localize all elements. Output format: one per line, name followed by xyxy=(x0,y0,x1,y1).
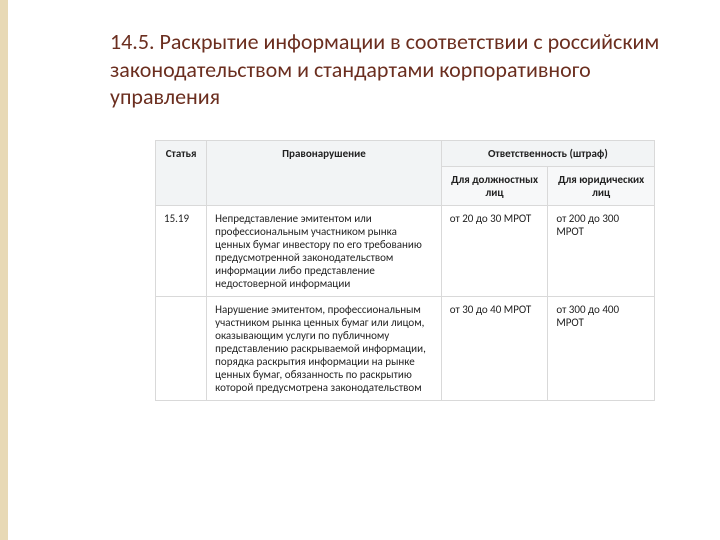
cell-officials: от 30 до 40 МРОТ xyxy=(441,297,548,401)
table-header-row-1: Статья Правонарушение Ответственность (ш… xyxy=(156,141,655,167)
slide-title: 14.5. Раскрытие информации в соответстви… xyxy=(110,28,670,111)
col-article-header: Статья xyxy=(156,141,207,206)
violations-table: Статья Правонарушение Ответственность (ш… xyxy=(155,140,655,401)
col-officials-header: Для должностных лиц xyxy=(441,167,548,206)
col-responsibility-header: Ответственность (штраф) xyxy=(441,141,654,167)
cell-article xyxy=(156,297,207,401)
cell-violation: Непредставление эмитентом или профессион… xyxy=(207,206,442,297)
col-legal-header: Для юридических лиц xyxy=(548,167,655,206)
accent-bar xyxy=(0,0,8,540)
cell-officials: от 20 до 30 МРОТ xyxy=(441,206,548,297)
col-violation-header: Правонарушение xyxy=(207,141,442,206)
cell-legal: от 300 до 400 МРОТ xyxy=(548,297,655,401)
cell-violation: Нарушение эмитентом, профессиональным уч… xyxy=(207,297,442,401)
table-row: 15.19 Непредставление эмитентом или проф… xyxy=(156,206,655,297)
cell-legal: от 200 до 300 МРОТ xyxy=(548,206,655,297)
table-container: Статья Правонарушение Ответственность (ш… xyxy=(155,140,655,401)
cell-article: 15.19 xyxy=(156,206,207,297)
table-body: 15.19 Непредставление эмитентом или проф… xyxy=(156,206,655,401)
table-row: Нарушение эмитентом, профессиональным уч… xyxy=(156,297,655,401)
slide: 14.5. Раскрытие информации в соответстви… xyxy=(0,0,720,540)
